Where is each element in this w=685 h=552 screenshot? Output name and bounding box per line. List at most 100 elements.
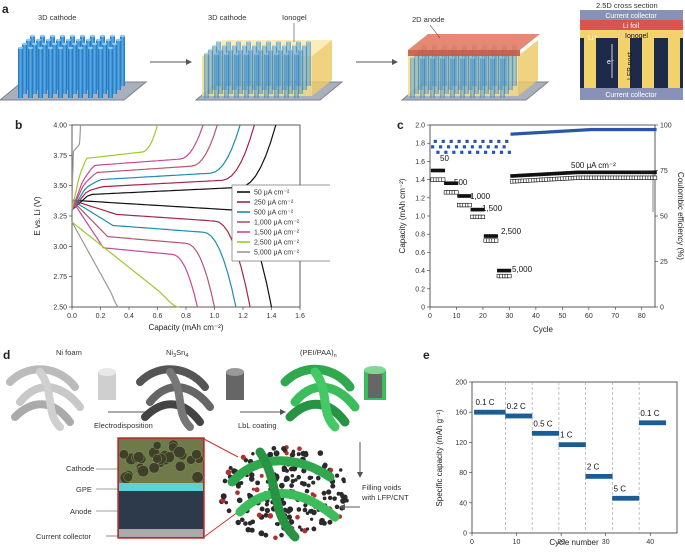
pillar-top [228, 48, 233, 52]
lfp-particle [307, 475, 313, 481]
capacity-point [638, 420, 644, 426]
lfp-particle [279, 482, 285, 489]
pillar-top [80, 34, 85, 38]
charge-point [446, 181, 451, 186]
x-tick-label: 0.2 [96, 313, 106, 320]
pillar-top [278, 48, 283, 52]
ce-point [634, 127, 639, 132]
pillar-top [420, 56, 425, 60]
charge-point [454, 181, 459, 186]
step2-ionogel-label: Ionogel [282, 13, 307, 22]
capacity-point [603, 473, 609, 479]
discharge-curve [71, 199, 251, 308]
charge-point [486, 234, 491, 238]
lfp-particle [235, 519, 241, 526]
pillar [224, 54, 229, 98]
pillar-top [58, 46, 63, 50]
ni-foam-label: Ni foam [56, 348, 82, 357]
lfp-particle [330, 483, 336, 489]
lfp-particle [226, 508, 232, 514]
charge-point [594, 170, 599, 175]
annotation: 5,000 [512, 265, 533, 274]
ce-point [536, 130, 541, 135]
capacity-point [661, 420, 667, 426]
pillar [484, 54, 489, 94]
ce-point [521, 131, 525, 136]
x-tick-label: 60 [585, 313, 593, 320]
y-tick-label: 1.4 [415, 177, 425, 184]
charge-point [610, 170, 615, 175]
x-tick-label: 40 [532, 313, 540, 320]
pillar [450, 58, 455, 98]
capacity-point [523, 413, 528, 419]
panel-d-svg: Ni foam Electrodisposition Ni3Sn4 LbL co… [6, 348, 409, 542]
pillar-top [274, 52, 279, 56]
plot-frame [429, 124, 656, 308]
pillar-top [68, 46, 73, 50]
capacity-point [567, 442, 573, 448]
ce-point [550, 130, 554, 134]
pillar-top [238, 48, 243, 52]
charge-point [637, 170, 641, 175]
lfp-particle [240, 517, 245, 523]
lfp-particle [228, 465, 233, 470]
capacity-point [558, 442, 564, 448]
pillar-top [288, 48, 293, 52]
capacity-point [491, 409, 497, 415]
axis-ticks: 0.0 0.2 0.4 0.6 0.8 1.0 1.2 1.4 1.6 2.50 2.75 3.00 3… [53, 123, 305, 321]
charge-point [563, 171, 567, 175]
ce-point [441, 139, 445, 143]
pillar-top [500, 56, 505, 60]
capacity-point [612, 495, 618, 501]
rate-dividers [505, 382, 640, 533]
charge-point [579, 170, 583, 175]
charge-point [645, 170, 649, 175]
ce-point [515, 132, 519, 136]
ce-point [510, 132, 514, 136]
rate-capability-chart: 0 10 20 30 40 0 40 80 120 160 200 0.1 C 0.2 C 0.5 C 1… [435, 380, 678, 547]
charge-point [515, 173, 520, 178]
pillar [284, 54, 289, 98]
lfp-particle [284, 451, 289, 456]
charge-point [555, 171, 559, 176]
y-tick-label: 0.2 [415, 286, 425, 293]
capacity-point [589, 473, 595, 479]
legend-entry: 50 μA cm⁻² [254, 190, 290, 197]
cathode-particle [174, 460, 186, 472]
ce-point [491, 150, 496, 154]
panel-label-d: d [3, 348, 11, 362]
pillar [102, 44, 107, 94]
pillar-top [66, 38, 71, 42]
pillar-top [208, 48, 213, 52]
panel-a-svg: 3D cathode 3D cathode Ionogel [0, 1, 683, 101]
pillar-array-in-gel [204, 40, 311, 98]
ce-point [589, 127, 594, 132]
y-tick-label: 0.4 [415, 268, 425, 275]
charge-point [499, 268, 504, 273]
charge-point [518, 173, 522, 178]
pillar-top [100, 34, 105, 38]
lfp-particle [263, 532, 269, 538]
lfp-particle [309, 517, 314, 521]
pillar [302, 46, 307, 90]
lfp-particle [301, 481, 307, 487]
ce-point [470, 145, 474, 149]
ce-point [642, 127, 647, 132]
ce-point [558, 129, 562, 133]
ce-point [494, 145, 498, 149]
pillar-top [76, 38, 81, 42]
panel-label-a: a [2, 2, 9, 16]
pillar-top [232, 44, 237, 48]
pillar-top [72, 42, 77, 46]
x-tick-label: 80 [638, 313, 646, 320]
annotation: 500 [454, 178, 468, 187]
pillar [68, 48, 73, 98]
lfp-particle [286, 514, 293, 520]
capacity-point [487, 409, 493, 415]
charge-point [592, 170, 596, 175]
x-tick-label: 0.0 [67, 313, 77, 320]
charge-point [647, 170, 652, 175]
cathode-particle [173, 445, 186, 459]
cathode-particles [118, 439, 204, 484]
capacity-point [509, 413, 515, 419]
